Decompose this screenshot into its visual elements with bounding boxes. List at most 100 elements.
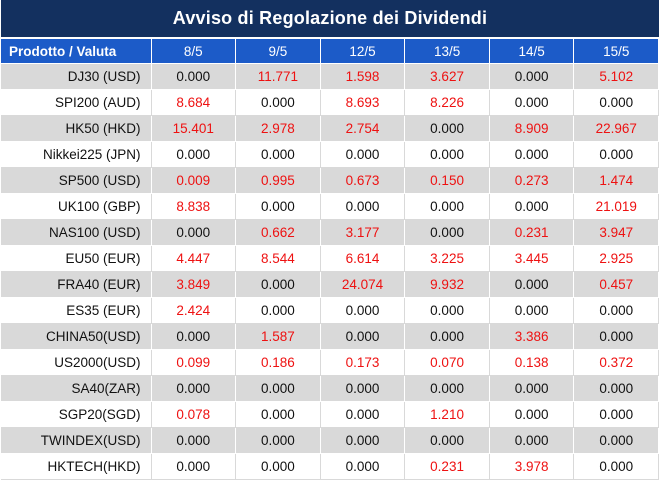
dividend-value-cell: 8.226	[404, 89, 490, 116]
dividend-value-cell: 0.000	[489, 271, 575, 298]
dividend-table: Prodotto / Valuta 8/5 9/5 12/5 13/5 14/5…	[1, 39, 660, 480]
product-cell: TWINDEX(USD)	[1, 427, 152, 454]
product-cell: ES35 (EUR)	[1, 297, 152, 324]
table-row: UK100 (GBP) 8.838 0.000 0.000 0.000 0.000 21.0…	[1, 193, 660, 220]
table-row: FRA40 (EUR) 3.849 0.000 24.074 9.932 0.000 0.4…	[1, 271, 660, 298]
product-cell: CHINA50(USD)	[1, 323, 152, 350]
dividend-value-cell: 0.000	[151, 323, 237, 350]
dividend-value-cell: 0.000	[404, 427, 490, 454]
dividend-value-cell: 0.000	[320, 193, 406, 220]
product-cell: FRA40 (EUR)	[1, 271, 152, 298]
dividend-value-cell: 0.000	[573, 401, 660, 428]
dividend-value-cell: 3.849	[151, 271, 237, 298]
dividend-value-cell: 0.457	[573, 271, 660, 298]
dividend-value-cell: 0.070	[404, 349, 490, 376]
dividend-value-cell: 8.684	[151, 89, 237, 116]
table-row: HKTECH(HKD) 0.000 0.000 0.000 0.231 3.978 0.00…	[1, 453, 660, 480]
dividend-value-cell: 0.000	[320, 297, 406, 324]
product-cell: SPI200 (AUD)	[1, 89, 152, 116]
dividend-value-cell: 0.000	[235, 401, 321, 428]
dividend-value-cell: 0.000	[404, 297, 490, 324]
dividend-value-cell: 0.000	[151, 375, 237, 402]
dividend-value-cell: 1.598	[320, 63, 406, 90]
dividend-value-cell: 0.000	[489, 427, 575, 454]
dividend-value-cell: 21.019	[573, 193, 660, 220]
dividend-value-cell: 0.000	[573, 453, 660, 480]
dividend-value-cell: 0.995	[235, 167, 321, 194]
dividend-value-cell: 0.000	[235, 453, 321, 480]
dividend-value-cell: 0.000	[573, 141, 660, 168]
dividend-value-cell: 2.754	[320, 115, 406, 142]
dividend-value-cell: 0.000	[489, 401, 575, 428]
dividend-value-cell: 22.967	[573, 115, 660, 142]
dividend-value-cell: 0.009	[151, 167, 237, 194]
dividend-value-cell: 0.000	[404, 375, 490, 402]
dividend-value-cell: 3.445	[489, 245, 575, 272]
dividend-value-cell: 0.000	[235, 375, 321, 402]
dividend-value-cell: 2.925	[573, 245, 660, 272]
table-body: DJ30 (USD) 0.000 11.771 1.598 3.627 0.000 5.10…	[1, 63, 660, 480]
table-row: US2000(USD) 0.099 0.186 0.173 0.070 0.138 0.37…	[1, 349, 660, 376]
dividend-value-cell: 0.000	[235, 427, 321, 454]
table-row: HK50 (HKD) 15.401 2.978 2.754 0.000 8.909 22.9…	[1, 115, 660, 142]
dividend-value-cell: 11.771	[235, 63, 321, 90]
table-row: CHINA50(USD) 0.000 1.587 0.000 0.000 3.386 0.0…	[1, 323, 660, 350]
table-row: DJ30 (USD) 0.000 11.771 1.598 3.627 0.000 5.10…	[1, 63, 660, 90]
dividend-value-cell: 0.150	[404, 167, 490, 194]
product-cell: SA40(ZAR)	[1, 375, 152, 402]
dividend-value-cell: 0.372	[573, 349, 660, 376]
dividend-value-cell: 0.099	[151, 349, 237, 376]
product-cell: HK50 (HKD)	[1, 115, 152, 142]
dividend-value-cell: 15.401	[151, 115, 237, 142]
dividend-value-cell: 8.544	[235, 245, 321, 272]
dividend-value-cell: 0.000	[320, 453, 406, 480]
column-header-date: 12/5	[320, 39, 406, 64]
dividend-value-cell: 5.102	[573, 63, 660, 90]
dividend-value-cell: 0.000	[404, 115, 490, 142]
dividend-value-cell: 0.000	[320, 401, 406, 428]
dividend-value-cell: 0.000	[489, 193, 575, 220]
dividend-value-cell: 1.474	[573, 167, 660, 194]
column-header-date: 8/5	[151, 39, 237, 64]
product-cell: US2000(USD)	[1, 349, 152, 376]
dividend-value-cell: 4.447	[151, 245, 237, 272]
dividend-value-cell: 0.000	[235, 193, 321, 220]
dividend-value-cell: 8.838	[151, 193, 237, 220]
dividend-value-cell: 0.000	[404, 193, 490, 220]
dividend-value-cell: 1.587	[235, 323, 321, 350]
dividend-value-cell: 0.000	[235, 271, 321, 298]
dividend-value-cell: 0.000	[489, 63, 575, 90]
dividend-value-cell: 0.173	[320, 349, 406, 376]
dividend-value-cell: 2.424	[151, 297, 237, 324]
dividend-value-cell: 0.000	[320, 141, 406, 168]
page-title: Avviso di Regolazione dei Dividendi	[1, 0, 659, 39]
dividend-value-cell: 0.000	[489, 89, 575, 116]
dividend-value-cell: 0.231	[489, 219, 575, 246]
table-row: SP500 (USD) 0.009 0.995 0.673 0.150 0.273 1.47…	[1, 167, 660, 194]
table-row: ES35 (EUR) 2.424 0.000 0.000 0.000 0.000 0.000	[1, 297, 660, 324]
table-row: SA40(ZAR) 0.000 0.000 0.000 0.000 0.000 0.000	[1, 375, 660, 402]
dividend-value-cell: 3.978	[489, 453, 575, 480]
column-header-product: Prodotto / Valuta	[1, 39, 152, 64]
product-cell: DJ30 (USD)	[1, 63, 152, 90]
column-header-date: 15/5	[573, 39, 660, 64]
dividend-value-cell: 2.978	[235, 115, 321, 142]
dividend-value-cell: 8.693	[320, 89, 406, 116]
column-header-date: 14/5	[489, 39, 575, 64]
dividend-value-cell: 1.210	[404, 401, 490, 428]
dividend-value-cell: 8.909	[489, 115, 575, 142]
product-cell: SP500 (USD)	[1, 167, 152, 194]
dividend-value-cell: 0.000	[235, 141, 321, 168]
product-cell: SGP20(SGD)	[1, 401, 152, 428]
dividend-value-cell: 6.614	[320, 245, 406, 272]
product-cell: EU50 (EUR)	[1, 245, 152, 272]
dividend-value-cell: 0.000	[573, 297, 660, 324]
table-row: SPI200 (AUD) 8.684 0.000 8.693 8.226 0.000 0.0…	[1, 89, 660, 116]
header-row: Prodotto / Valuta 8/5 9/5 12/5 13/5 14/5…	[1, 39, 660, 64]
dividend-value-cell: 0.000	[235, 89, 321, 116]
column-header-date: 13/5	[404, 39, 490, 64]
dividend-value-cell: 0.000	[235, 297, 321, 324]
product-cell: Nikkei225 (JPN)	[1, 141, 152, 168]
dividend-value-cell: 0.138	[489, 349, 575, 376]
